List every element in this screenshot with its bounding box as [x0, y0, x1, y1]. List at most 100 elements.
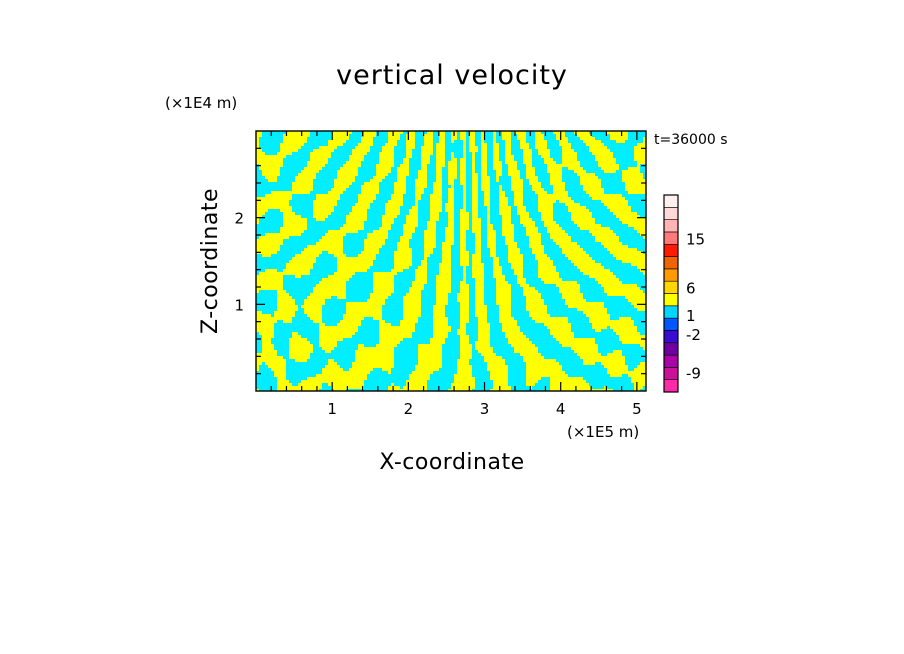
downdraft-region	[487, 155, 494, 159]
updraft-region	[625, 188, 646, 192]
updraft-region	[385, 209, 401, 213]
updraft-region	[595, 236, 620, 240]
downdraft-region	[427, 266, 440, 270]
updraft-region	[334, 272, 356, 276]
updraft-region	[508, 260, 524, 264]
downdraft-region	[508, 377, 527, 381]
downdraft-region	[421, 314, 434, 318]
downdraft-region	[631, 206, 646, 210]
downdraft-region	[433, 248, 443, 252]
colorbar-label: 15	[686, 230, 705, 248]
downdraft-region	[544, 134, 557, 138]
updraft-region	[379, 341, 401, 345]
updraft-region	[544, 161, 557, 165]
downdraft-region	[538, 380, 551, 384]
downdraft-region	[433, 137, 440, 141]
downdraft-region	[538, 179, 551, 183]
updraft-region	[526, 365, 563, 369]
downdraft-region	[511, 149, 524, 153]
updraft-region	[556, 284, 581, 288]
updraft-region	[493, 137, 497, 141]
updraft-region	[382, 368, 392, 372]
updraft-region	[481, 188, 491, 192]
downdraft-region	[445, 158, 452, 162]
updraft-region	[259, 272, 311, 276]
updraft-region	[460, 281, 467, 285]
downdraft-region	[523, 257, 536, 261]
updraft-region	[541, 212, 554, 216]
downdraft-region	[487, 152, 494, 156]
updraft-region	[256, 158, 284, 162]
downdraft-region	[298, 149, 314, 153]
updraft-region	[427, 224, 437, 228]
updraft-region	[607, 206, 632, 210]
downdraft-region	[535, 224, 545, 228]
updraft-region	[271, 191, 311, 195]
downdraft-region	[346, 287, 374, 291]
downdraft-region	[466, 179, 473, 183]
downdraft-region	[322, 251, 329, 255]
downdraft-region	[418, 224, 428, 228]
downdraft-region	[532, 161, 545, 165]
updraft-region	[604, 365, 629, 369]
updraft-region	[592, 326, 608, 330]
updraft-region	[460, 164, 467, 168]
downdraft-region	[520, 176, 527, 180]
downdraft-region	[289, 236, 323, 240]
downdraft-region	[625, 362, 641, 366]
colorbar-swatch	[663, 305, 679, 319]
downdraft-region	[343, 248, 365, 252]
downdraft-region	[286, 374, 317, 378]
updraft-region	[421, 167, 428, 171]
updraft-region	[604, 287, 641, 291]
downdraft-region	[301, 335, 320, 339]
updraft-region	[604, 203, 629, 207]
updraft-region	[295, 176, 317, 180]
updraft-region	[469, 149, 479, 153]
updraft-region	[460, 230, 467, 234]
downdraft-region	[622, 353, 646, 357]
updraft-region	[364, 239, 386, 243]
downdraft-region	[370, 149, 383, 153]
downdraft-region	[541, 239, 554, 243]
updraft-region	[310, 293, 347, 297]
updraft-region	[283, 269, 311, 273]
updraft-region	[580, 176, 599, 180]
downdraft-region	[553, 218, 572, 222]
downdraft-region	[445, 161, 449, 165]
updraft-region	[484, 197, 491, 201]
downdraft-region	[421, 290, 437, 294]
updraft-region	[418, 356, 443, 360]
updraft-region	[472, 269, 485, 273]
updraft-region	[472, 272, 485, 276]
updraft-region	[493, 167, 503, 171]
downdraft-region	[469, 341, 476, 345]
updraft-region	[505, 335, 527, 339]
downdraft-region	[307, 140, 329, 144]
downdraft-region	[475, 143, 482, 147]
downdraft-region	[295, 302, 305, 306]
downdraft-region	[268, 209, 281, 213]
downdraft-region	[490, 332, 506, 336]
updraft-region	[277, 293, 290, 297]
x-tick-label: 5	[632, 400, 642, 418]
downdraft-region	[511, 299, 527, 303]
downdraft-region	[373, 143, 386, 147]
downdraft-region	[322, 317, 344, 321]
downdraft-region	[625, 359, 646, 363]
updraft-region	[295, 359, 308, 363]
updraft-region	[583, 185, 602, 189]
updraft-region	[562, 146, 572, 150]
y-tick-label: 2	[234, 210, 244, 228]
x-axis-label: X-coordinate	[379, 450, 524, 475]
updraft-region	[472, 254, 482, 258]
updraft-region	[427, 131, 434, 135]
downdraft-region	[523, 263, 539, 267]
updraft-region	[478, 338, 491, 342]
downdraft-region	[592, 257, 617, 261]
updraft-region	[637, 230, 646, 234]
updraft-region	[472, 197, 479, 201]
updraft-region	[283, 320, 293, 324]
colorbar-swatch	[663, 354, 679, 368]
